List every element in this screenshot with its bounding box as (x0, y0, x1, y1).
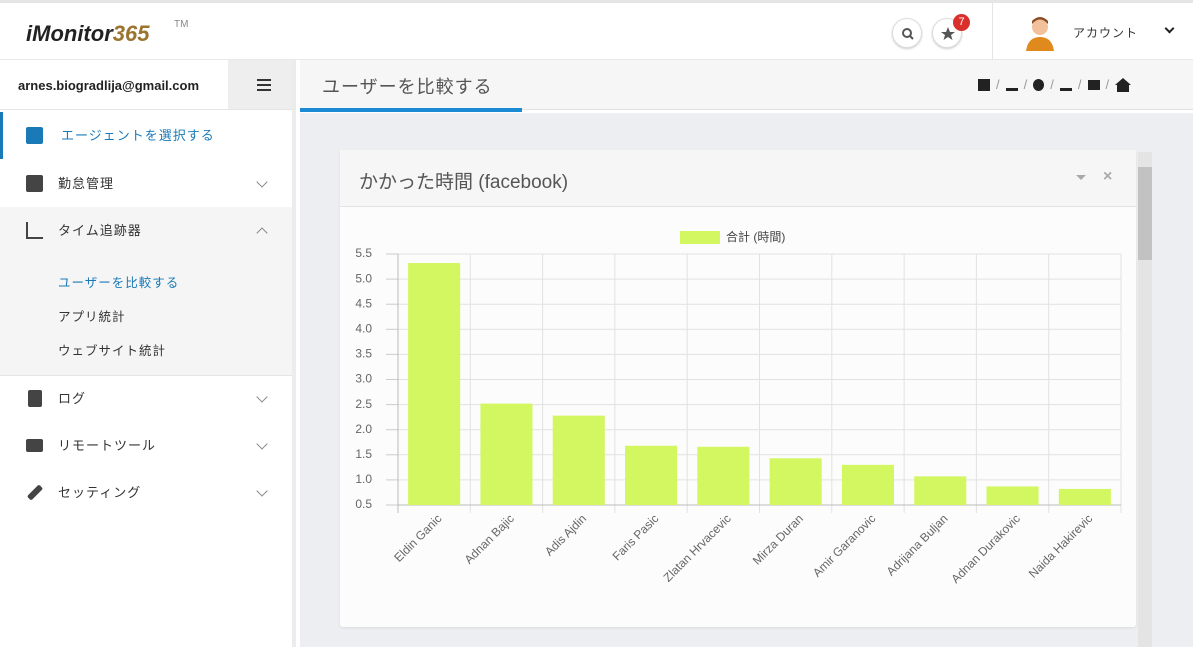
menu-label: エージェントを選択する (61, 128, 215, 143)
header: iMonitor365 TM 7 アカウント (0, 3, 1193, 60)
bar (552, 415, 605, 505)
sidebar: arnes.biogradlija@gmail.com エージェントを選択する … (0, 60, 296, 647)
legend-label: 合計 (時間) (726, 229, 785, 244)
chart: 0.5 1.0 1.5 2.0 2.5 3.0 3.5 4.0 4.5 5.0 5.5 合計 (時間)… (355, 229, 1122, 586)
submenu-item[interactable]: ユーザーを比較する (58, 276, 180, 290)
bar (1058, 488, 1111, 505)
cart-icon[interactable] (1087, 79, 1100, 90)
trademark: TM (174, 19, 189, 30)
bar (697, 446, 750, 505)
y-tick-label: 2.0 (355, 422, 372, 436)
apple-icon[interactable] (1033, 78, 1045, 91)
panel: かかった時間 (facebook) × 0.5 1.0 1.5 2.0 2.5 3.0 3.… (340, 150, 1136, 627)
title-underline (300, 108, 522, 112)
x-tick-label: Adnan Durakovic (948, 511, 1023, 586)
y-tick-label: 1.5 (355, 447, 372, 461)
logo-main: iMonitor (26, 21, 113, 46)
user-row: arnes.biogradlija@gmail.com (0, 60, 228, 109)
y-tick-label: 5.5 (355, 246, 372, 260)
menu-item[interactable]: タイム追跡器 (0, 207, 292, 254)
y-tick-label: 3.0 (355, 372, 372, 386)
home-icon[interactable] (1115, 77, 1132, 92)
download-icon[interactable] (1059, 79, 1072, 91)
y-tick-label: 4.5 (355, 296, 372, 310)
separator: / (1077, 77, 1082, 92)
divider (0, 109, 292, 110)
menu-item[interactable]: セッティング (0, 469, 292, 516)
search-button[interactable] (892, 18, 922, 48)
x-tick-label: Zlatan Hrvacevic (661, 511, 734, 584)
y-tick-label: 5.0 (355, 271, 372, 285)
menu-label: 勤怠管理 (58, 176, 115, 191)
x-tick-label: Adis Ajdin (542, 511, 589, 558)
collapse-button[interactable] (1076, 175, 1086, 185)
menu-item[interactable]: ログ (0, 375, 292, 422)
menu-label: セッティング (58, 485, 142, 500)
x-tick-label: Amir Garanovic (810, 511, 878, 579)
account-caret[interactable] (1164, 23, 1175, 34)
bar (914, 476, 967, 505)
quick-links: / / / / / (978, 77, 1132, 92)
menu-label: タイム追跡器 (58, 223, 142, 238)
legend-swatch (680, 231, 720, 244)
bar (841, 464, 894, 505)
menu-item[interactable]: エージェントを選択する (0, 112, 292, 159)
y-tick-label: 0.5 (355, 497, 372, 511)
bar (480, 403, 533, 505)
close-button[interactable]: × (1103, 168, 1113, 185)
bar (769, 458, 822, 505)
y-tick-label: 1.0 (355, 472, 372, 486)
panel-header: かかった時間 (facebook) × (340, 150, 1136, 207)
page-title: ユーザーを比較する (322, 77, 493, 97)
y-tick-label: 2.5 (355, 397, 372, 411)
windows-icon[interactable] (978, 78, 990, 91)
notification-badge: 7 (953, 14, 970, 31)
menu-label: ログ (58, 391, 87, 406)
breadcrumb-bar: ユーザーを比較する / / / / / (300, 60, 1193, 112)
bar (625, 445, 678, 505)
x-tick-label: Adnan Bajic (462, 511, 517, 566)
separator: / (1105, 77, 1110, 92)
submenu-item[interactable]: アプリ統計 (58, 310, 126, 324)
x-tick-label: Mirza Duran (750, 511, 806, 567)
submenu-item[interactable]: ウェブサイト統計 (58, 344, 167, 358)
y-tick-label: 4.0 (355, 321, 372, 335)
bar (408, 263, 461, 505)
x-tick-label: Faris Pasic (610, 511, 662, 563)
logo: iMonitor365 (26, 21, 149, 47)
panel-title: かかった時間 (facebook) (359, 172, 569, 193)
y-tick-label: 3.5 (355, 347, 372, 361)
divider (992, 3, 993, 60)
separator: / (1023, 77, 1028, 92)
bar (986, 486, 1039, 505)
account-label[interactable]: アカウント (1073, 26, 1139, 40)
submenu-area (0, 207, 292, 375)
divider (0, 375, 292, 376)
x-tick-label: Adrijana Buljan (884, 511, 951, 578)
avatar (1026, 17, 1054, 51)
top-border (0, 0, 1193, 3)
download-icon[interactable] (1005, 79, 1018, 91)
logo-accent: 365 (112, 21, 150, 46)
menu-label: リモートツール (58, 438, 157, 453)
separator: / (996, 77, 1000, 92)
x-tick-label: Naida Hakirevic (1026, 511, 1095, 580)
menu-item[interactable]: 勤怠管理 (0, 160, 292, 207)
menu-item[interactable]: リモートツール (0, 422, 292, 469)
separator: / (1050, 77, 1054, 92)
scrollbar[interactable] (1138, 152, 1152, 647)
x-tick-label: Eldin Ganic (391, 511, 444, 564)
menu-toggle[interactable] (228, 60, 292, 109)
user-email: arnes.biogradlija@gmail.com (18, 78, 200, 93)
